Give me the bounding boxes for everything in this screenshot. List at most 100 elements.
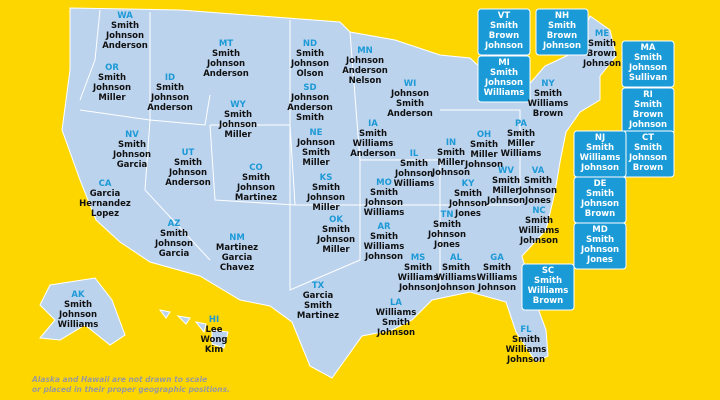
surname: Miller	[312, 203, 340, 213]
state-borders	[360, 159, 441, 290]
surname: Smith	[160, 229, 188, 239]
surname: Kim	[205, 345, 224, 355]
surname: Johnson	[484, 41, 523, 51]
state-abbr: NE	[310, 128, 323, 138]
surname: Anderson	[387, 109, 433, 119]
surname: Miller	[302, 158, 330, 168]
surname: Williams	[364, 208, 405, 218]
surname: Smith	[64, 300, 92, 310]
state-abbr: WY	[230, 100, 246, 110]
surname: Anderson	[350, 149, 396, 159]
surname: Smith	[586, 189, 614, 199]
surname: Garcia	[222, 253, 253, 263]
surname: Olson	[296, 69, 323, 79]
surname: Smith	[359, 129, 387, 139]
surname: Johnson	[376, 328, 415, 338]
state-abbr: IA	[368, 119, 378, 129]
surname: Johnson	[92, 83, 131, 93]
surname: Smith	[470, 140, 498, 150]
hawaii	[176, 315, 191, 325]
surname: Williams	[506, 345, 547, 355]
footnote: Alaska and Hawaii are not drawn to scale	[31, 375, 207, 384]
state-abbr: AR	[377, 222, 391, 232]
surname: Smith	[396, 99, 424, 109]
state-abbr: SD	[303, 83, 316, 93]
state-abbr: NH	[555, 11, 569, 21]
state-abbr: OR	[105, 63, 119, 73]
state-abbr: IL	[410, 149, 419, 159]
state-abbr: MA	[640, 43, 655, 53]
surname: Smith	[490, 21, 518, 31]
surname: Lopez	[91, 209, 119, 219]
surname: Williams	[528, 286, 569, 296]
surname: Wong	[200, 335, 227, 345]
surname: Smith	[634, 53, 662, 63]
surname: Anderson	[342, 66, 388, 76]
state-abbr: AZ	[168, 219, 181, 229]
surname: Johnson	[306, 193, 345, 203]
state-abbr: NJ	[595, 133, 605, 143]
surname: Smith	[404, 263, 432, 273]
surname: Smith	[634, 143, 662, 153]
state-abbr: ID	[165, 73, 175, 83]
surname: Brown	[633, 163, 663, 173]
surname: Anderson	[203, 69, 249, 79]
state-abbr: MI	[498, 58, 510, 68]
surname: Jones	[433, 240, 460, 250]
surname: Garcia	[159, 249, 190, 259]
hawaii	[158, 309, 171, 319]
surname: Smith	[296, 113, 324, 123]
surname: Johnson	[519, 236, 558, 246]
state-abbr: GA	[490, 253, 504, 263]
surname: Johnson	[628, 153, 667, 163]
surname: Johnson	[154, 239, 193, 249]
state-abbr: DE	[594, 179, 607, 189]
state-borders	[79, 9, 101, 101]
surname: Miller	[492, 186, 520, 196]
surname: Anderson	[147, 103, 193, 113]
surname: Johnson	[427, 230, 466, 240]
state-abbr: WI	[404, 79, 417, 89]
surname: Sullivan	[629, 73, 667, 83]
surname: Johnson	[58, 310, 97, 320]
surname: Johnson	[464, 160, 503, 170]
surname: Johnson	[448, 199, 487, 209]
surname: Johnson	[112, 150, 151, 160]
surname: Smith	[548, 21, 576, 31]
state-abbr: WA	[117, 11, 133, 21]
state-abbr: MD	[592, 225, 608, 235]
surname: Johnson	[477, 283, 516, 293]
surname: Johnson	[296, 138, 335, 148]
state-borders	[149, 12, 211, 126]
hawaii	[211, 329, 229, 349]
surname: Smith	[433, 220, 461, 230]
surname: Williams	[398, 273, 439, 283]
surname: Williams	[580, 153, 621, 163]
surname: Miller	[470, 150, 498, 160]
surname: Williams	[477, 273, 518, 283]
surname: Smith	[302, 148, 330, 158]
state-abbr: MT	[219, 39, 233, 49]
surname: Smith	[156, 83, 184, 93]
surname: Smith	[454, 189, 482, 199]
surname: Brown	[547, 31, 577, 41]
surname: Smith	[437, 148, 465, 158]
surname: Smith	[586, 143, 614, 153]
state-abbr: WV	[498, 166, 514, 176]
surname: Smith	[588, 39, 616, 49]
surname: Johnson	[105, 31, 144, 41]
surname: Smith	[634, 100, 662, 110]
surname: Martinez	[297, 311, 339, 321]
surname: Miller	[507, 139, 535, 149]
state-abbr: MS	[411, 253, 426, 263]
state-abbr: OH	[477, 130, 491, 140]
surname: Brown	[633, 110, 663, 120]
surname: Johnson	[290, 59, 329, 69]
surname: Johnson	[398, 283, 437, 293]
state-abbr: FL	[520, 325, 532, 335]
surname: Smith	[370, 188, 398, 198]
state-abbr: LA	[390, 298, 402, 308]
state-abbr: VA	[532, 166, 545, 176]
surname: Johnson	[390, 89, 429, 99]
